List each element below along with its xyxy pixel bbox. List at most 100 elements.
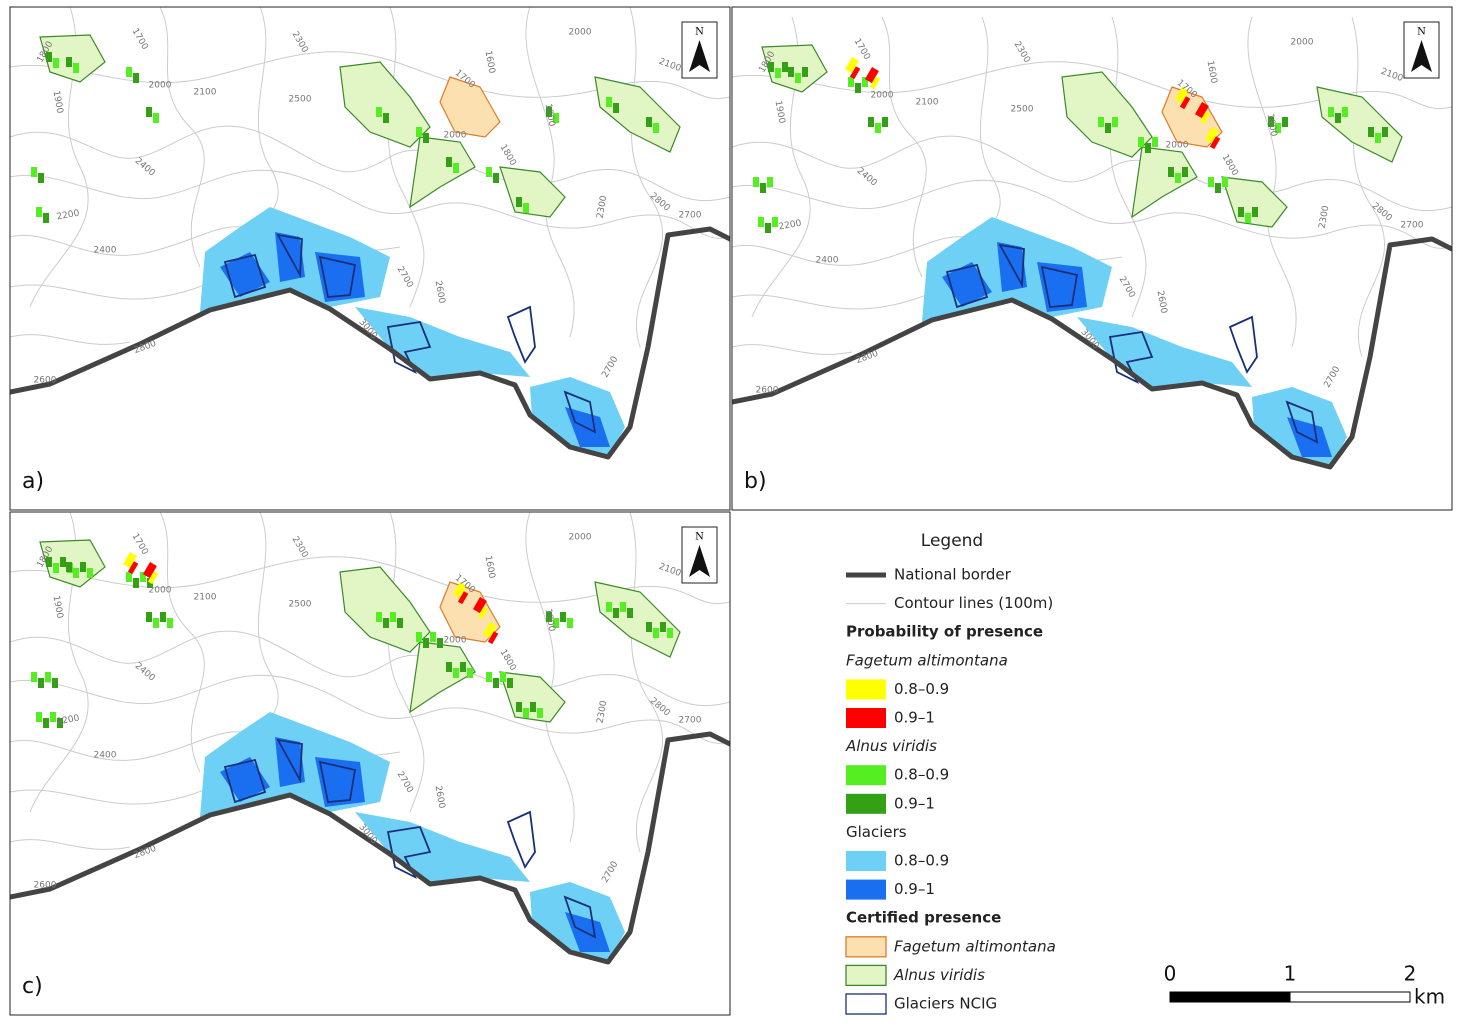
alnus-patch	[1382, 127, 1388, 137]
contour-label: 1800	[498, 648, 518, 673]
contour-line	[159, 512, 205, 773]
fagetum-patch	[457, 591, 469, 605]
contour-line	[629, 7, 663, 348]
alnus-patch	[1328, 107, 1334, 117]
national-border	[10, 226, 730, 460]
alnus-certified	[499, 166, 566, 218]
alnus-patch	[758, 217, 764, 227]
alnus-certified	[39, 34, 106, 83]
contour-label: 2600	[34, 376, 57, 386]
alnus-patch	[36, 712, 42, 722]
contour-label: 2700	[1401, 221, 1424, 231]
contour-line	[387, 7, 425, 308]
panel-label: c)	[22, 974, 43, 999]
contour-label: 2100	[916, 98, 939, 108]
contour-label: 1900	[51, 90, 65, 115]
alnus-patch	[46, 52, 52, 62]
contour-label: 2400	[133, 661, 157, 684]
alnus-patch	[73, 568, 79, 578]
contour-line	[732, 344, 853, 355]
alnus-patch	[882, 117, 888, 127]
contour-label: 1900	[51, 595, 65, 620]
contour-label: 2700	[1322, 365, 1342, 390]
alnus-patch	[446, 662, 452, 672]
alnus-patch	[1252, 207, 1258, 217]
national-border	[10, 731, 730, 965]
contour-label: 1700	[130, 532, 150, 557]
alnus-patch	[613, 608, 619, 618]
legend-label: 0.9–1	[894, 794, 935, 812]
contour-label: 1900	[1265, 113, 1279, 138]
contour-label: 2700	[600, 860, 620, 885]
alnus-patch	[660, 622, 666, 632]
alnus-patch	[765, 223, 771, 233]
scale-tick-label: 1	[1284, 962, 1297, 986]
north-arrow-shape	[689, 545, 710, 577]
legend-swatch	[846, 793, 886, 814]
alnus-patch	[1375, 133, 1381, 143]
map-content: 1800 1700 2300 2000 1600 2100 1900 2000 2100 2500…	[10, 7, 730, 460]
alnus-patch	[133, 73, 139, 83]
fagetum-patch	[865, 67, 879, 84]
contour-label: 2800	[133, 844, 158, 861]
alnus-patch	[782, 62, 788, 72]
alnus-certified	[1131, 146, 1198, 219]
fagetum-patch	[849, 66, 861, 80]
fagetum-patch	[477, 606, 489, 620]
scale-segment	[1169, 991, 1291, 1003]
contour-label: 1900	[773, 100, 787, 125]
contour-label: 1600	[483, 555, 497, 580]
alnus-patch	[453, 668, 459, 678]
glacier-ncig	[563, 390, 597, 434]
contour-label: 1700	[852, 37, 872, 62]
alnus-certified	[409, 136, 476, 209]
contour-label: 2000	[444, 636, 467, 646]
alnus-patch	[50, 712, 56, 722]
alnus-patch	[868, 117, 874, 127]
alnus-patch	[1282, 117, 1288, 127]
glacier-ncig	[506, 810, 536, 869]
contour-label: 2000	[444, 131, 467, 141]
alnus-patch	[31, 167, 37, 177]
contour-label: 2500	[1011, 105, 1034, 115]
alnus-patch	[546, 612, 552, 622]
alnus-patch	[1138, 137, 1144, 147]
contour-label: 2300	[596, 195, 610, 220]
alnus-patch	[875, 123, 881, 133]
alnus-patch	[1222, 177, 1228, 187]
alnus-patch	[855, 83, 861, 93]
glacier-dark	[1287, 417, 1332, 457]
alnus-patch	[38, 678, 44, 688]
contour-line	[10, 334, 131, 345]
alnus-patch	[133, 578, 139, 588]
alnus-patch	[667, 628, 673, 638]
contour-label: 1900	[543, 103, 557, 128]
contour-label: 2100	[657, 562, 682, 579]
alnus-patch	[87, 568, 93, 578]
alnus-patch	[1182, 167, 1188, 177]
scale-unit: km	[1414, 985, 1445, 1009]
alnus-patch	[560, 612, 566, 622]
north-arrow: N	[681, 21, 718, 79]
alnus-patch	[1112, 117, 1118, 127]
legend-swatch	[846, 851, 886, 871]
contour-label: 2400	[94, 246, 117, 256]
contour-label: 2100	[194, 88, 217, 98]
alnus-patch	[500, 672, 506, 682]
contour-label: 2000	[1291, 38, 1314, 48]
alnus-patch	[1335, 113, 1341, 123]
contour-label: 2000	[871, 91, 894, 101]
alnus-patch	[653, 123, 659, 133]
alnus-patch	[775, 68, 781, 78]
legend-label: 0.9–1	[894, 880, 935, 898]
glacier-ncig	[223, 253, 267, 299]
contour-line	[159, 7, 205, 268]
legend-group: Glaciers	[846, 823, 907, 841]
alnus-certified	[1316, 86, 1403, 163]
alnus-patch	[416, 127, 422, 137]
alnus-patch	[73, 63, 79, 73]
alnus-patch	[546, 107, 552, 117]
contour-label: 2800	[1370, 201, 1394, 224]
alnus-patch	[606, 97, 612, 107]
